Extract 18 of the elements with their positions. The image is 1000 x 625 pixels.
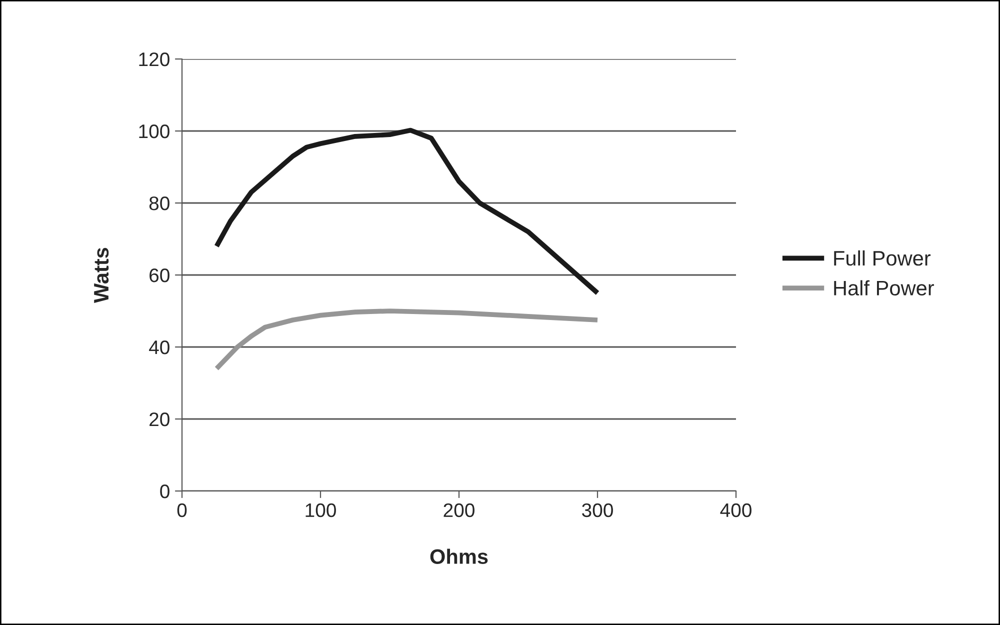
y-tick-label: 80 xyxy=(149,196,170,210)
legend-label: Full Power xyxy=(834,250,931,266)
y-tick-label: 60 xyxy=(150,268,170,282)
x-tick-label: 300 xyxy=(582,503,613,518)
legend-label: Half Power xyxy=(834,280,934,296)
x-tick-label: 200 xyxy=(444,503,474,518)
x-axis-title: Ohms xyxy=(430,548,488,564)
x-tick-label: 100 xyxy=(306,503,336,518)
y-tick-label: 100 xyxy=(139,124,170,138)
y-tick-label: 20 xyxy=(150,412,170,426)
y-tick-label: 40 xyxy=(149,340,170,354)
y-axis-title: Watts xyxy=(94,248,109,303)
y-tick-label: 120 xyxy=(139,52,170,66)
line-series xyxy=(214,128,600,296)
x-tick-label: 400 xyxy=(720,503,752,518)
line-series xyxy=(214,308,600,372)
y-tick-label: 0 xyxy=(160,484,170,498)
x-tick-label: 0 xyxy=(177,503,187,518)
